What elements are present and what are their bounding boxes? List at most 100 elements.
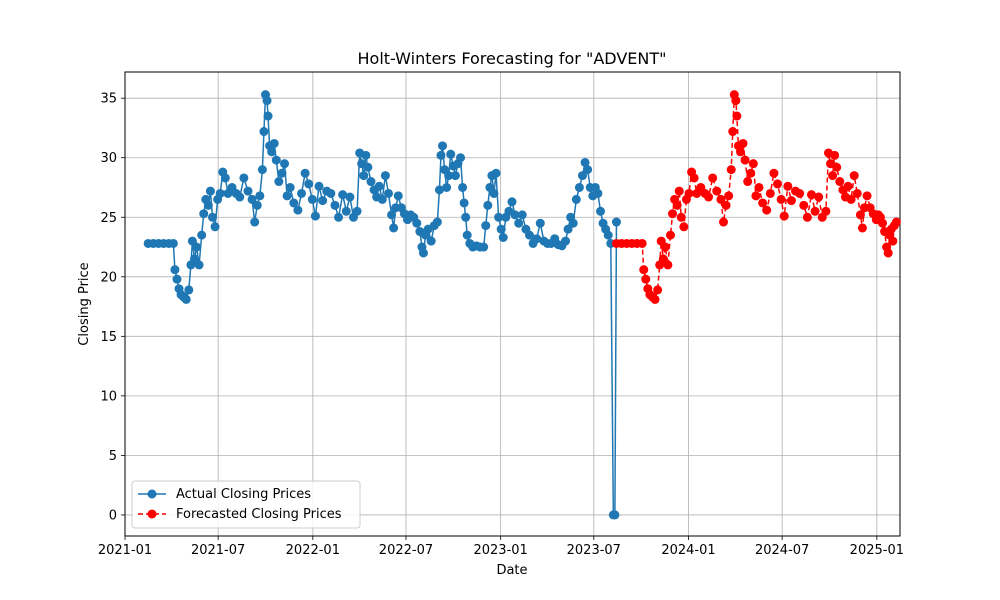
data-point [769,168,779,178]
legend-forecast-label: Forecasted Closing Prices [176,507,342,522]
data-point [366,177,376,187]
data-point [724,191,734,201]
data-point [436,150,446,160]
series-actual [143,90,621,520]
legend-forecast-marker [147,509,157,519]
data-point [374,181,384,191]
data-point [194,260,204,270]
data-point [481,221,491,231]
data-point [192,242,202,252]
y-tick-label: 10 [100,389,117,404]
x-tick-label: 2022-07 [379,543,433,558]
plot-area [124,71,901,537]
series-layer [143,90,901,520]
legend: Actual Closing Prices Forecasted Closing… [131,480,361,529]
data-point [855,210,865,220]
data-point [412,218,422,228]
data-point [168,238,178,248]
data-point [285,182,295,192]
data-point [795,188,805,198]
data-point [718,217,728,227]
chart-title: Holt-Winters Forecasting for "ADVENT" [358,49,667,68]
x-tick-label: 2021-01 [98,543,152,558]
data-point [786,196,796,206]
data-point [170,265,180,275]
data-point [754,182,764,192]
data-point [650,294,660,304]
data-point [746,168,756,178]
data-point [434,185,444,195]
data-point [821,206,831,216]
data-point [663,260,673,270]
data-point [300,168,310,178]
data-point [653,285,663,295]
data-point [377,194,387,204]
data-point [712,186,722,196]
data-point [310,211,320,221]
data-point [883,248,893,258]
data-point [498,233,508,242]
data-point [603,230,613,240]
data-point [674,186,684,196]
data-point [783,181,793,191]
data-point [297,188,307,198]
data-point [731,96,741,106]
data-point [181,294,191,304]
data-point [205,186,215,196]
data-point [637,238,647,248]
y-axis-label: Closing Price [77,262,92,345]
y-tick-label: 5 [109,449,117,464]
data-point [574,182,584,192]
data-point [318,196,328,206]
data-point [243,186,253,196]
data-point [665,230,675,240]
data-point [263,111,273,121]
x-tick-label: 2023-01 [473,543,527,558]
data-point [307,194,317,204]
data-point [762,205,772,215]
data-point [432,217,442,227]
data-point [641,274,651,284]
legend-actual-label: Actual Closing Prices [176,487,311,502]
data-point [891,217,901,227]
data-point [215,188,225,198]
data-point [446,149,456,159]
data-point [239,173,249,183]
data-point [507,197,517,207]
data-point [857,223,867,233]
data-point [280,159,290,169]
data-point [878,218,887,228]
data-point [282,191,292,201]
data-point [426,236,436,246]
data-point [510,210,520,220]
data-point [450,171,460,181]
data-point [849,171,859,181]
data-point [387,210,397,220]
y-tick-label: 0 [109,508,117,523]
data-point [456,153,466,163]
data-point [259,127,269,137]
data-point [773,179,783,189]
data-point [210,222,220,232]
data-point [748,159,758,169]
data-point [583,165,593,175]
x-axis-label: Date [496,563,527,578]
data-point [267,147,277,157]
legend-actual-marker [147,489,157,499]
data-point [524,230,534,240]
data-point [740,155,750,165]
data-point [561,236,570,246]
y-tick-label: 25 [100,211,117,226]
data-point [580,157,590,167]
legend-box [131,480,361,529]
data-point [532,234,542,244]
data-point [830,150,840,160]
data-point [207,212,217,222]
data-point [326,188,336,198]
x-axis: 2021-01 2021-07 2022-01 2022-07 2023-01 2023-… [98,536,904,558]
data-point [846,194,856,204]
data-point [517,210,527,220]
data-point [563,224,573,234]
data-point [235,192,245,202]
